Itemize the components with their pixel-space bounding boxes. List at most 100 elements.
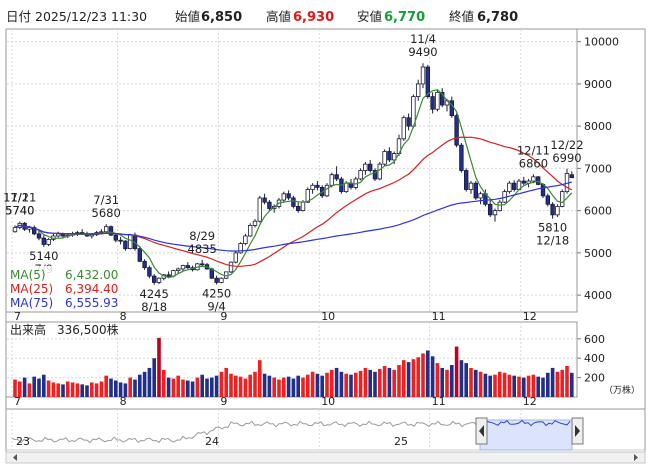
horizontal-scrollbar[interactable] — [5, 451, 646, 464]
volume-bar — [291, 378, 296, 397]
date-value: 2025/12/23 11:30 — [35, 9, 147, 24]
candle-down — [315, 184, 320, 188]
volume-bar — [162, 369, 166, 397]
close-value: 6,780 — [477, 10, 518, 25]
annotation-date: 8/18 — [141, 300, 167, 314]
price-tick-label: 9000 — [584, 78, 612, 91]
month-label: 8 — [120, 310, 127, 323]
annotation-date: 9/4 — [207, 300, 226, 314]
volume-bar — [123, 383, 128, 397]
volume-bar — [138, 374, 142, 397]
volume-unit: （万株） — [604, 384, 640, 396]
volume-bar — [224, 367, 228, 397]
price-tick-label: 6000 — [584, 205, 612, 218]
annotation-price: 5740 — [5, 204, 34, 218]
volume-bar — [267, 375, 272, 397]
volume-bar — [214, 375, 219, 397]
annotation-date: 7/1 — [11, 191, 30, 205]
volume-bar — [296, 375, 300, 397]
volume-bar — [402, 360, 406, 397]
candle-down — [267, 201, 272, 209]
candle-down — [286, 193, 291, 199]
candle-up — [324, 184, 330, 197]
volume-bar — [560, 369, 564, 397]
volume-bar — [258, 360, 262, 397]
volume-bar — [85, 385, 89, 397]
header-bar: 日付 2025/12/23 11:30 始値 6,850 高値 6,930 安値… — [0, 0, 653, 28]
volume-bar — [109, 378, 113, 397]
navigator-left-handle[interactable] — [475, 417, 488, 445]
candle-up — [401, 117, 406, 140]
candle-down — [334, 174, 339, 180]
candle-up — [175, 268, 181, 272]
volume-bar — [306, 374, 310, 397]
candle-up — [478, 193, 483, 199]
scroll-left-icon[interactable] — [13, 454, 17, 461]
volume-bars — [13, 337, 574, 397]
candle-down — [487, 203, 493, 216]
candle-up — [257, 197, 262, 222]
volume-bar — [421, 353, 425, 397]
annotation-price: 4835 — [188, 242, 217, 256]
scroll-right-icon[interactable] — [634, 454, 638, 461]
annotation-date: 11/21 — [3, 191, 36, 205]
candle-up — [531, 176, 536, 182]
annotation-price: 4245 — [140, 287, 169, 301]
candle-up — [391, 153, 397, 161]
annotation-date: 12/18 — [536, 234, 569, 248]
navigator-selection[interactable] — [479, 419, 573, 451]
volume-bar — [18, 381, 22, 397]
candle-up — [420, 66, 426, 85]
volume-bar — [315, 373, 320, 397]
candle-up — [12, 227, 18, 233]
volume-bar — [176, 375, 180, 397]
volume-axis: 200 400 600 — [577, 333, 605, 385]
volume-bar — [570, 372, 574, 397]
annotation-date: 12/11 — [517, 143, 550, 157]
candle-up — [180, 265, 186, 270]
candle-up — [233, 252, 238, 263]
volume-bar — [142, 371, 147, 397]
candle-down — [521, 180, 526, 184]
volume-bar — [382, 365, 387, 397]
price-tick-label: 5000 — [584, 247, 612, 260]
volume-bar — [474, 369, 478, 397]
volume-bar — [66, 381, 70, 397]
volume-bar — [248, 374, 252, 397]
volume-bar — [104, 375, 108, 397]
volume-bar — [147, 367, 152, 397]
volume-bar — [166, 377, 171, 397]
volume-tick-label: 600 — [584, 333, 605, 346]
candle-down — [108, 226, 114, 236]
low-label: 安値 — [357, 9, 382, 24]
volume-bar — [133, 379, 137, 397]
volume-bar — [42, 374, 46, 397]
volume-bar — [546, 372, 550, 397]
volume-bar — [99, 381, 104, 397]
candle-down — [430, 96, 435, 110]
low-value: 6,770 — [384, 10, 425, 25]
volume-tick-label: 400 — [584, 352, 605, 365]
volume-bar — [373, 371, 377, 397]
candle-up — [560, 191, 565, 207]
volume-bar — [152, 358, 156, 397]
navigator-right-handle[interactable] — [571, 417, 584, 445]
candle-up — [281, 193, 286, 201]
volume-bar — [94, 383, 99, 397]
volume-bar — [512, 375, 516, 397]
range-navigator[interactable]: 23 24 25 — [11, 417, 584, 451]
candle-down — [459, 144, 464, 171]
candle-down — [372, 170, 378, 180]
candle-up — [415, 83, 421, 97]
volume-bar — [435, 363, 440, 397]
volume-bar — [262, 373, 267, 397]
volume-bar — [541, 377, 545, 397]
volume-bar — [190, 381, 195, 397]
price-tick-label: 7000 — [584, 162, 612, 175]
volume-bar — [234, 375, 238, 397]
volume-bar — [210, 377, 214, 397]
volume-bar — [344, 373, 348, 397]
candle-down — [439, 91, 445, 106]
volume-bar — [488, 375, 492, 397]
